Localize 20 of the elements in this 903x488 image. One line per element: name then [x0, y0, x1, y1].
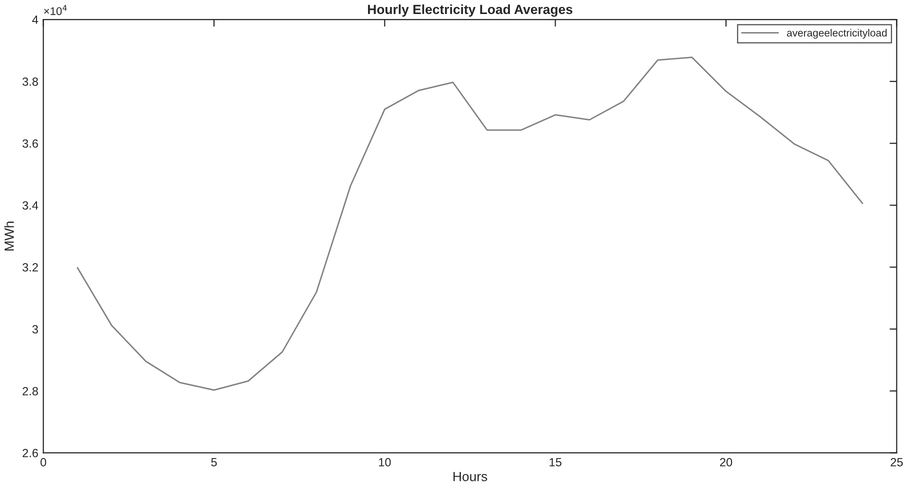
line-series	[76, 56, 864, 391]
x-tick-label: 15	[550, 458, 562, 466]
y-tick-label: 3	[32, 325, 38, 334]
y-tick-label: 3.6	[22, 139, 38, 148]
x-tick-label: 25	[890, 458, 903, 466]
text: ×10$^{4}$	[44, 5, 67, 16]
legend-label: averageelectricityload	[787, 28, 887, 39]
y-tick-label: 3.8	[22, 77, 38, 86]
chart-title: Hourly Electricity Load Averages	[368, 4, 572, 17]
y-tick-label: 2.6	[22, 448, 38, 458]
y-tick-label: 3.2	[22, 263, 38, 272]
y-tick-label: 4	[32, 16, 38, 24]
y-axis-title: MWh	[4, 222, 14, 250]
y-tick-label: 3.4	[22, 201, 38, 210]
x-tick-label: 0	[40, 458, 46, 466]
x-tick-label: 20	[720, 458, 732, 466]
x-tick-label: 10	[379, 458, 391, 466]
x-axis-title: Hours	[453, 472, 488, 482]
y-tick-label: 2.8	[22, 386, 38, 396]
x-tick-label: 5	[211, 458, 217, 466]
